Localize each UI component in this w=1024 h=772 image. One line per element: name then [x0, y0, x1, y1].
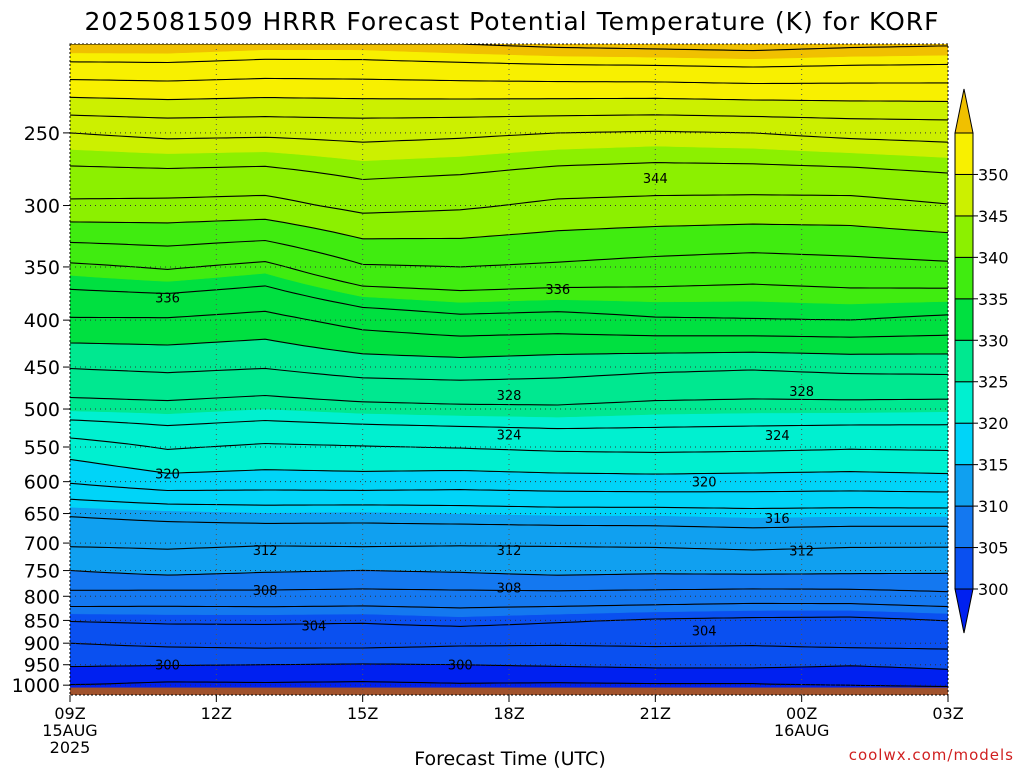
contour-label-300-17: 300 [155, 659, 180, 674]
y-tick-label: 400 [24, 310, 60, 332]
contour-label-300-18: 300 [448, 659, 473, 674]
y-tick-label: 250 [24, 123, 60, 145]
colorbar: 300 305 310 315 320 325 330 335 340 345 350 [954, 88, 1009, 634]
colorbar-tick-label: 335 [978, 290, 1009, 309]
contour-label-304-15: 304 [301, 620, 326, 635]
contour-label-304-16: 304 [692, 625, 717, 640]
y-tick-label: 450 [24, 357, 60, 379]
y-tick-label: 350 [24, 257, 60, 279]
colorbar-bottom-arrow [954, 588, 974, 634]
colorbar-bin-325 [954, 339, 974, 383]
x-tick-label: 18Z [493, 704, 524, 723]
x-tick-label: 12Z [201, 704, 232, 723]
y-tick-label: 700 [24, 533, 60, 555]
contour-302 [70, 642, 948, 650]
grid-lines [70, 44, 948, 695]
colorbar-bin-335 [954, 256, 974, 300]
y-tick-label: 950 [24, 655, 60, 677]
contour-356 [70, 44, 948, 52]
contour-label-328-4: 328 [789, 385, 814, 400]
y-tick-label: 850 [24, 610, 60, 632]
y-tick-label: 1000 [12, 675, 60, 697]
contour-306 [70, 602, 948, 609]
colorbar-top-arrow [954, 88, 974, 134]
colorbar-tick-label: 330 [978, 331, 1009, 350]
contour-label-320-7: 320 [155, 468, 180, 483]
contour-label-312-11: 312 [497, 544, 522, 559]
axes: 2503003504004505005506006507007508008509… [12, 43, 964, 757]
x-axis-label: Forecast Time (UTC) [414, 748, 605, 768]
colorbar-tick-label: 350 [978, 165, 1009, 184]
contour-label-336-1: 336 [155, 292, 180, 307]
colorbar-tick-label: 310 [978, 497, 1009, 516]
x-tick-label: 03Z [932, 704, 963, 723]
colorbar-bin-330 [954, 298, 974, 341]
colorbar-tick-label: 300 [978, 580, 1009, 599]
colorbar-bin-315 [954, 422, 974, 466]
contour-label-336-2: 336 [545, 283, 570, 298]
x-tick-label: 21Z [640, 704, 671, 723]
contour-318 [70, 482, 948, 493]
contour-300 [70, 663, 948, 670]
contour-350 [70, 96, 948, 102]
contour-324 [70, 419, 948, 430]
colorbar-tick-label: 320 [978, 414, 1009, 433]
contour-346 [70, 130, 948, 143]
colorbar-bin-345 [954, 173, 974, 217]
contour-330 [70, 338, 948, 359]
x-tick-label: 15Z [347, 704, 378, 723]
ground-strip [70, 687, 948, 695]
y-tick-label: 300 [24, 196, 60, 218]
credit-text: coolwx.com/models [849, 746, 1014, 764]
y-tick-label: 500 [24, 399, 60, 421]
contour-344 [70, 162, 948, 181]
contour-label-308-13: 308 [253, 584, 278, 599]
contour-label-320-8: 320 [692, 476, 717, 491]
colorbar-bin-350 [954, 132, 974, 175]
colorbar-tick-label: 315 [978, 456, 1009, 475]
y-tick-label: 900 [24, 633, 60, 655]
y-tick-label: 650 [24, 504, 60, 526]
colorbar-bin-300 [954, 547, 974, 590]
x-tick-label: 00Z 16AUG [774, 704, 829, 740]
contour-label-328-3: 328 [497, 389, 522, 404]
y-tick-label: 600 [24, 472, 60, 494]
y-tick-label: 750 [24, 561, 60, 583]
contour-348 [70, 114, 948, 121]
x-tick-label: 09Z 15AUG 2025 [42, 704, 97, 757]
theta-band-355 [70, 44, 948, 60]
contour-label-324-5: 324 [497, 428, 522, 443]
colorbar-tick-label: 340 [978, 248, 1009, 267]
colorbar-bin-305 [954, 505, 974, 549]
colorbar-tick-label: 305 [978, 539, 1009, 558]
colorbar-bin-320 [954, 381, 974, 424]
colorbar-tick-label: 345 [978, 207, 1009, 226]
contour-label-312-12: 312 [789, 544, 814, 559]
contour-354 [70, 58, 948, 68]
y-tick-label: 800 [24, 586, 60, 608]
y-tick-label: 550 [24, 437, 60, 459]
colorbar-bin-310 [954, 464, 974, 507]
contour-label-316-9: 316 [765, 512, 790, 527]
chart-title: 2025081509 HRRR Forecast Potential Tempe… [85, 7, 940, 36]
contour-label-324-6: 324 [765, 429, 790, 444]
contour-312 [70, 545, 948, 551]
colorbar-tick-label: 325 [978, 373, 1009, 392]
contour-label-312-10: 312 [253, 544, 278, 559]
colorbar-bin-340 [954, 215, 974, 258]
contour-320 [70, 458, 948, 475]
